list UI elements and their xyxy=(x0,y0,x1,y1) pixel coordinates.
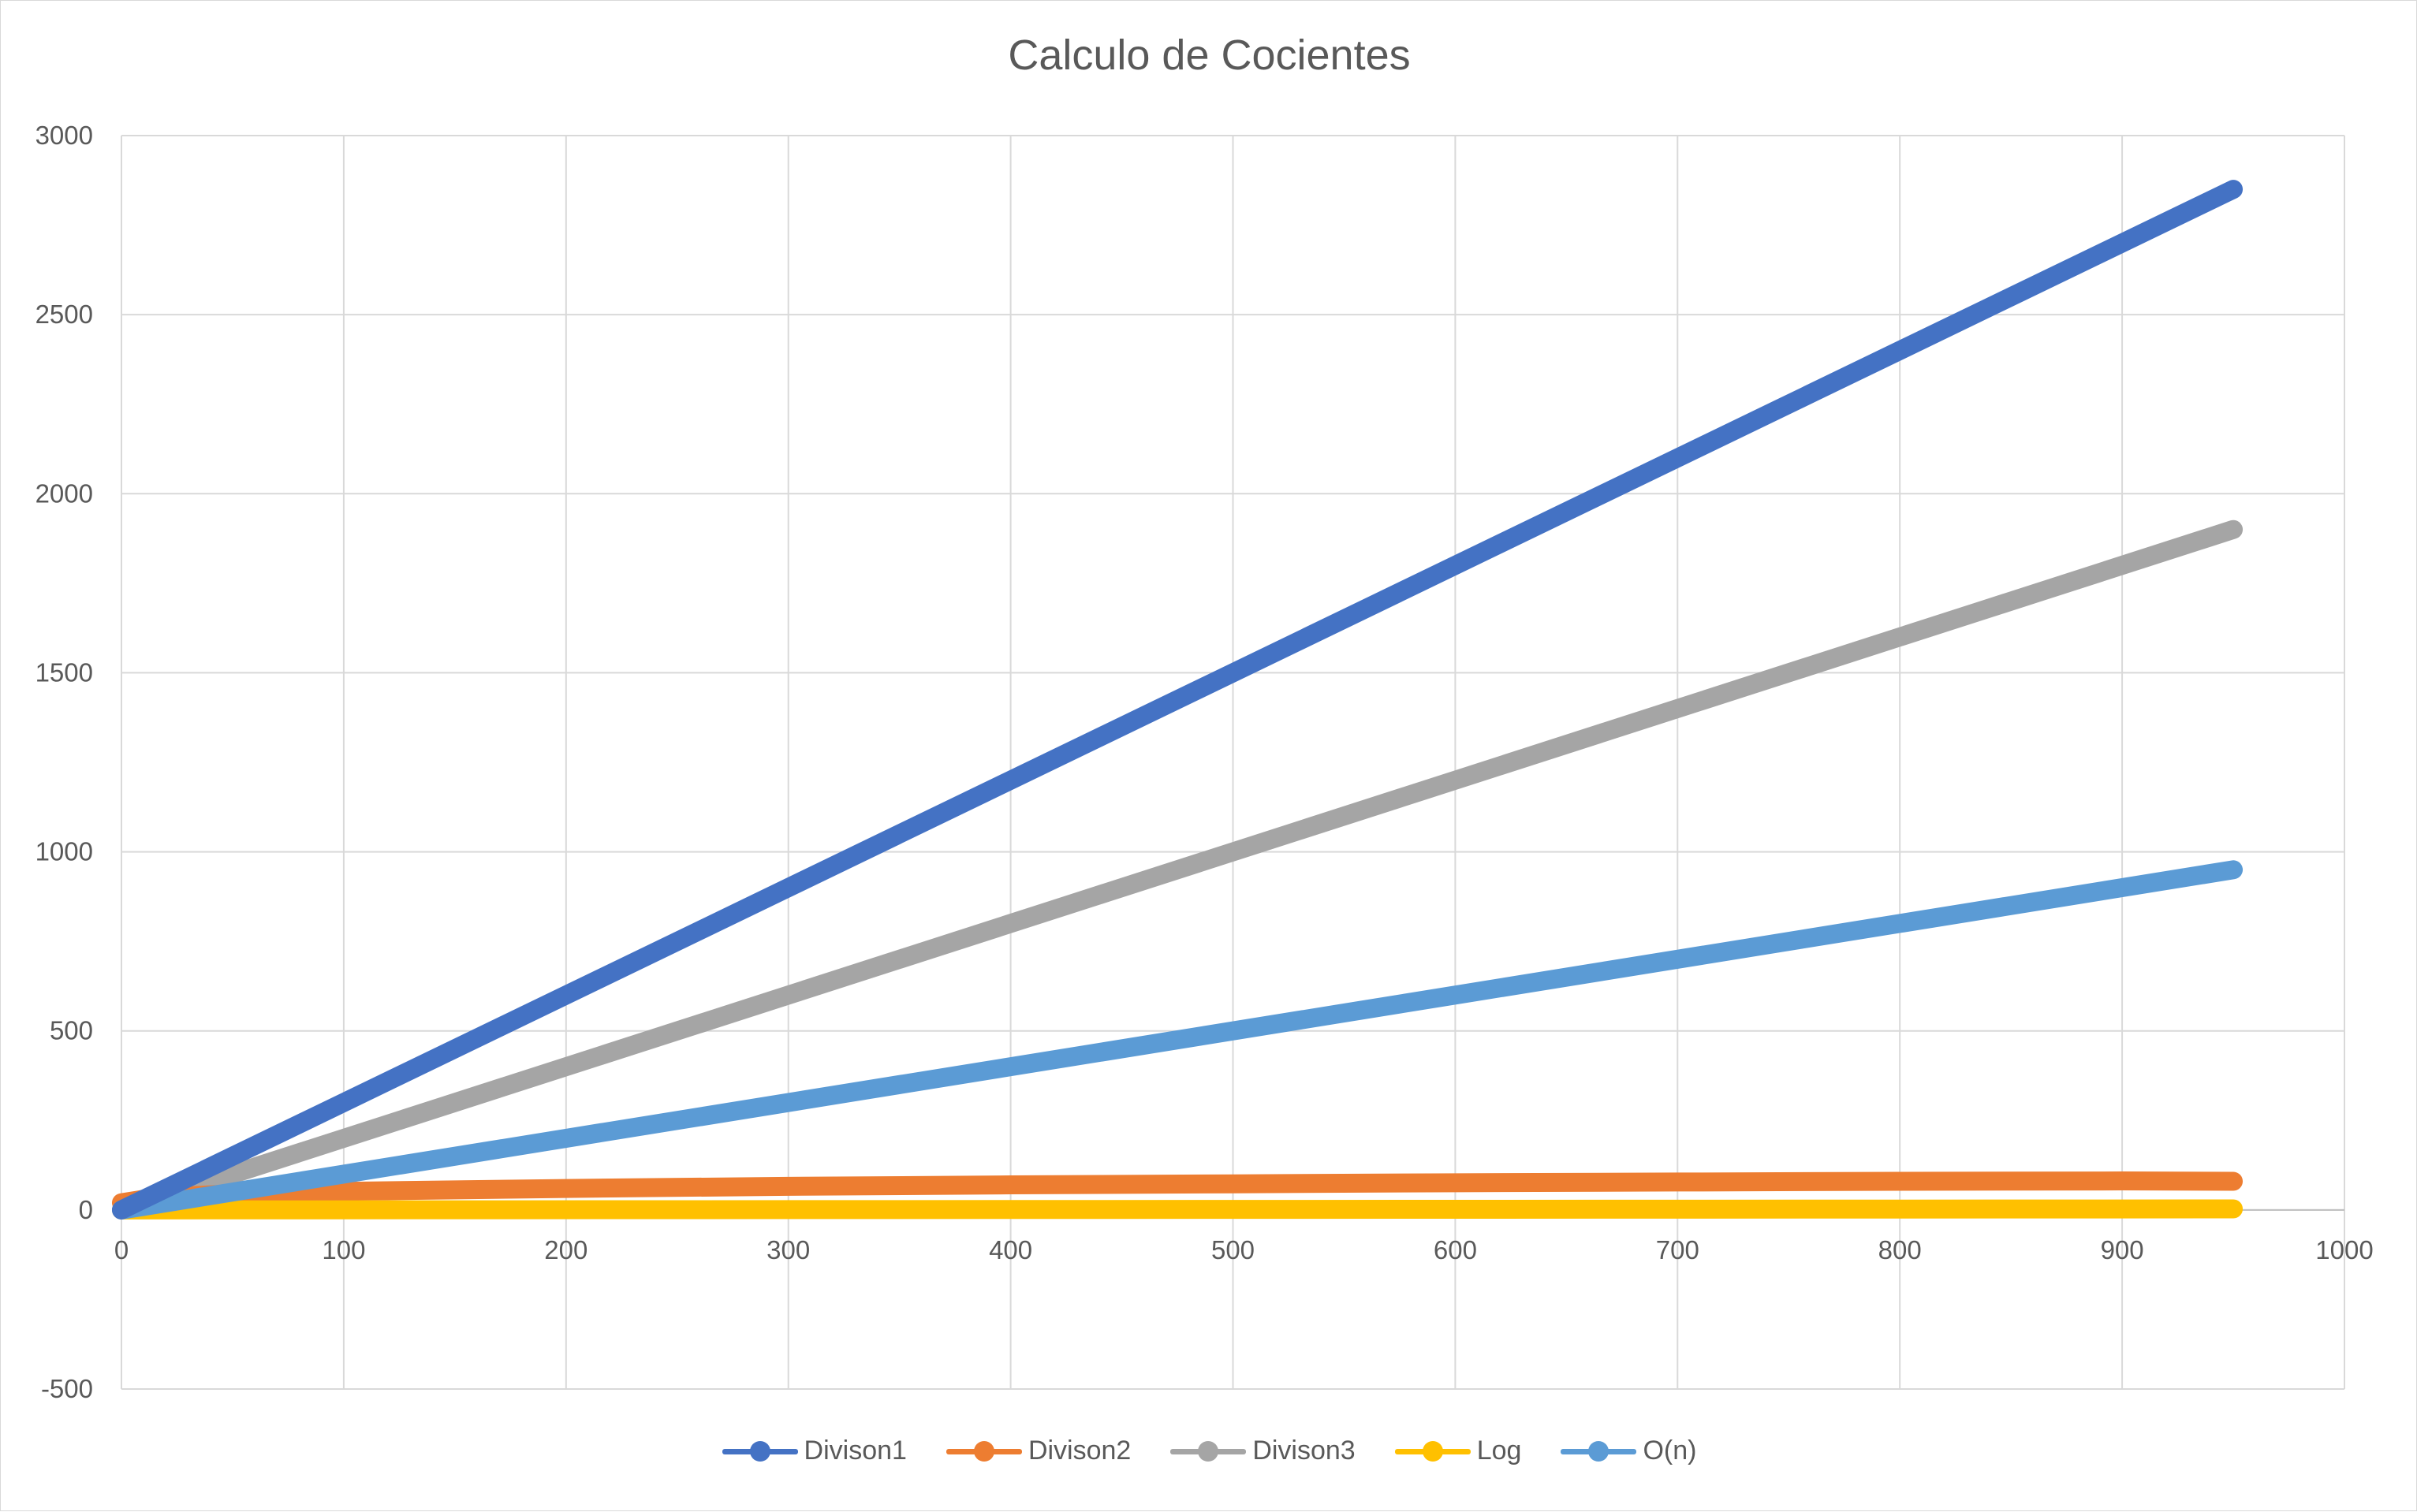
y-tick-label: 2000 xyxy=(35,479,93,508)
legend-item[interactable]: Divison1 xyxy=(722,1436,907,1466)
legend-label: Divison2 xyxy=(1028,1436,1132,1465)
legend: Divison1 Divison2 Divison3 Log O(n) xyxy=(1,1436,2417,1466)
x-tick-label: 300 xyxy=(767,1235,810,1264)
legend-swatch xyxy=(1394,1439,1471,1463)
y-tick-label: 500 xyxy=(50,1016,93,1045)
y-tick-label: 3000 xyxy=(35,121,93,150)
series-line-divison2 xyxy=(112,1171,2244,1212)
legend-label: Divison3 xyxy=(1252,1436,1356,1465)
series-line-divison1 xyxy=(112,180,2244,1220)
legend-label: Log xyxy=(1476,1436,1522,1465)
x-tick-label: 100 xyxy=(322,1235,365,1264)
series-line-log xyxy=(112,1199,2244,1220)
x-tick-label: 600 xyxy=(1434,1235,1477,1264)
legend-swatch xyxy=(1170,1439,1247,1463)
legend-swatch xyxy=(946,1439,1022,1463)
x-tick-label: 400 xyxy=(989,1235,1032,1264)
x-tick-label: 0 xyxy=(114,1235,129,1264)
series-line-divison3 xyxy=(112,520,2244,1220)
y-tick-label: 2500 xyxy=(35,300,93,329)
x-tick-label: 1000 xyxy=(2315,1235,2373,1264)
legend-item[interactable]: O(n) xyxy=(1561,1436,1696,1466)
legend-label: O(n) xyxy=(1643,1436,1697,1465)
y-tick-label: 1000 xyxy=(35,837,93,866)
series-lines xyxy=(112,180,2244,1220)
y-tick-label: -500 xyxy=(41,1374,93,1403)
series-line-on xyxy=(112,860,2244,1220)
x-tick-label: 800 xyxy=(1878,1235,1922,1264)
legend-label: Divison1 xyxy=(804,1436,907,1465)
axis-labels: 0 100 200 300 400 500 600 700 800 900 1000 -500 0 500… xyxy=(35,121,2374,1403)
legend-swatch xyxy=(722,1439,798,1463)
x-tick-label: 200 xyxy=(544,1235,587,1264)
legend-item[interactable]: Log xyxy=(1394,1436,1522,1466)
legend-item[interactable]: Divison2 xyxy=(946,1436,1131,1466)
y-tick-label: 0 xyxy=(79,1195,93,1224)
x-tick-label: 900 xyxy=(2101,1235,2144,1264)
chart-title: Calculo de Cocientes xyxy=(1008,32,1411,79)
legend-swatch xyxy=(1561,1439,1637,1463)
x-tick-label: 500 xyxy=(1211,1235,1255,1264)
legend-item[interactable]: Divison3 xyxy=(1170,1436,1356,1466)
x-tick-label: 700 xyxy=(1656,1235,1699,1264)
y-tick-label: 1500 xyxy=(35,657,93,687)
